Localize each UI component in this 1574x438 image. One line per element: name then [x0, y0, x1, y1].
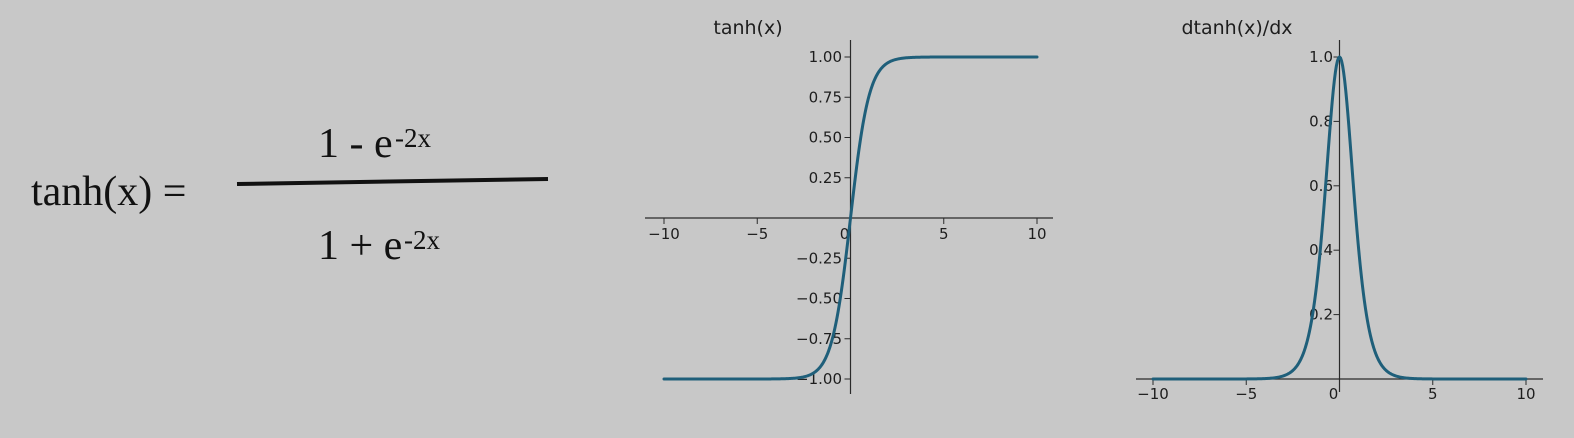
y-tick-label: 0.75: [809, 88, 842, 106]
x-tick-label: 5: [1428, 385, 1438, 403]
formula-numerator-exponent: -2x: [395, 123, 431, 153]
x-tick-label: 0: [840, 225, 850, 243]
dtanh-chart: dtanh(x)/dx−10 −5 0 5 100.20.40.60.81.0: [1136, 17, 1543, 403]
y-tick-label: 1.00: [809, 48, 842, 66]
formula-denominator-base: 1 + e: [318, 223, 402, 269]
formula-denominator-exponent: -2x: [404, 225, 440, 255]
formula-numerator-base: 1 - e: [318, 121, 393, 167]
y-tick-label: −0.25: [796, 249, 842, 267]
x-tick-label: −10: [648, 225, 680, 243]
y-tick-label: −0.50: [796, 290, 842, 308]
y-tick-label: 0.6: [1309, 177, 1333, 195]
x-tick-label: −10: [1137, 385, 1169, 403]
series-line: [662, 55, 1039, 381]
x-tick-label: −5: [746, 225, 768, 243]
y-tick-label: 0.50: [809, 129, 842, 147]
tanh-chart: tanh(x)−10 −5 0 5 10−1.00−0.75−0.50−0.250.25…: [645, 17, 1053, 394]
charts-layer: tanh(x)−10 −5 0 5 10−1.00−0.75−0.50−0.250.25…: [645, 17, 1543, 403]
y-tick-label: 0.2: [1309, 306, 1333, 324]
x-tick-label: 10: [1516, 385, 1535, 403]
formula: tanh(x) = 1 - e -2x 1 + e -2x: [31, 121, 549, 269]
y-tick-label: 0.8: [1309, 112, 1333, 130]
chart-title: tanh(x): [713, 17, 782, 39]
formula-fraction-bar: [236, 177, 549, 186]
x-tick-label: −5: [1235, 385, 1257, 403]
chart-title: dtanh(x)/dx: [1181, 17, 1292, 39]
y-tick-label: 1.0: [1309, 48, 1333, 66]
series-line: [1151, 55, 1528, 381]
x-tick-label: 0: [1329, 385, 1339, 403]
x-tick-label: 5: [939, 225, 949, 243]
y-tick-label: 0.25: [809, 169, 842, 187]
y-tick-label: −1.00: [796, 370, 842, 388]
formula-lhs: tanh(x) =: [31, 169, 186, 215]
x-tick-label: 10: [1027, 225, 1046, 243]
